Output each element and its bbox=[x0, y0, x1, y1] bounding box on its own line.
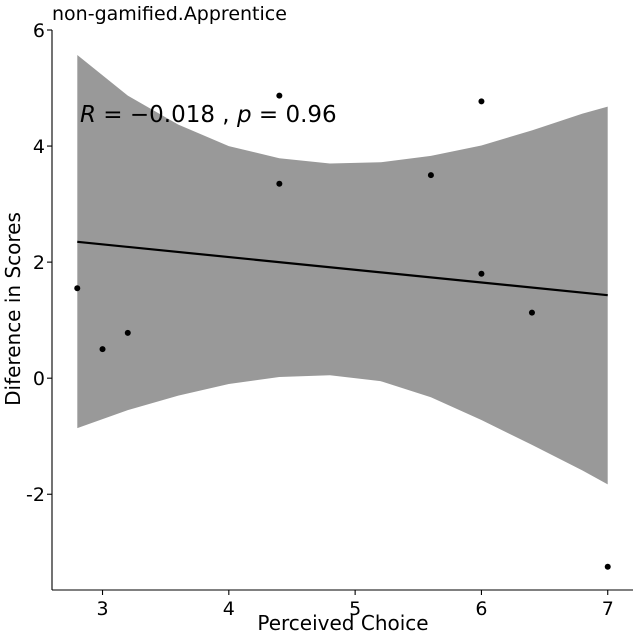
x-tick-label-7: 7 bbox=[602, 598, 614, 620]
regression-line bbox=[77, 240, 608, 297]
data-points bbox=[74, 92, 611, 570]
data-point-3 bbox=[124, 329, 131, 336]
annotation-p-symbol: p bbox=[236, 102, 252, 128]
confidence-band bbox=[77, 55, 608, 485]
y-tick-label-6: 6 bbox=[33, 20, 45, 42]
data-point-1 bbox=[74, 285, 81, 292]
x-axis-title: Perceived Choice bbox=[257, 611, 428, 635]
x-tick-label-6: 6 bbox=[475, 598, 487, 620]
data-point-9 bbox=[528, 309, 535, 316]
x-axis-ticks: 3 4 5 6 7 bbox=[96, 590, 614, 620]
x-tick-label-5: 5 bbox=[349, 598, 361, 620]
annotation-r-symbol: R bbox=[80, 102, 96, 128]
data-point-10 bbox=[604, 563, 611, 570]
data-point-2 bbox=[99, 346, 106, 353]
data-point-8 bbox=[478, 270, 485, 277]
chart-title: non-gamified.Apprentice bbox=[52, 3, 287, 25]
data-point-5 bbox=[276, 180, 283, 187]
y-tick-label-4: 4 bbox=[33, 136, 45, 158]
y-axis-ticks: -2 0 2 4 6 bbox=[26, 20, 52, 506]
data-point-6 bbox=[427, 172, 434, 179]
y-axis-title: Diference in Scores bbox=[1, 212, 25, 406]
data-point-4 bbox=[276, 92, 283, 99]
annotation-r-value: = −0.018 , bbox=[96, 102, 237, 128]
x-tick-label-3: 3 bbox=[96, 598, 108, 620]
x-tick-label-4: 4 bbox=[223, 598, 235, 620]
data-point-7 bbox=[478, 98, 485, 105]
y-tick-label-2: 2 bbox=[33, 252, 45, 274]
y-tick-label--2: -2 bbox=[26, 484, 45, 506]
correlation-annotation: R = −0.018 , p = 0.96 bbox=[80, 102, 337, 128]
annotation-p-value: = 0.96 bbox=[252, 102, 337, 128]
y-tick-label-0: 0 bbox=[33, 368, 45, 390]
